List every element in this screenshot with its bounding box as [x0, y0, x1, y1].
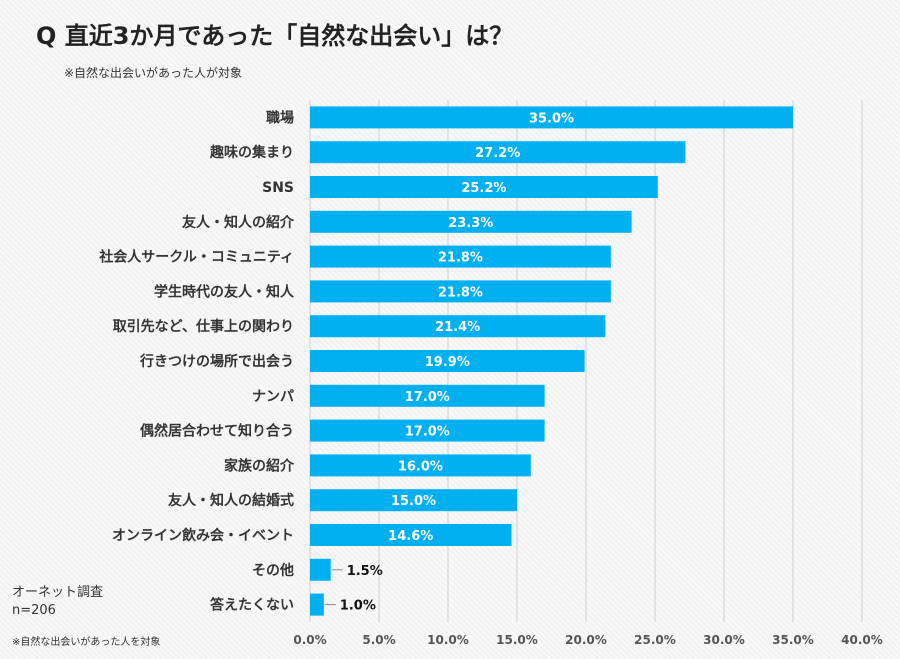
- x-tick-label: 15.0%: [496, 633, 538, 647]
- category-label: ナンパ: [252, 389, 294, 405]
- x-tick-label: 20.0%: [565, 633, 607, 647]
- category-label: 答えたくない: [210, 597, 294, 614]
- x-tick-label: 0.0%: [293, 633, 326, 647]
- x-tick-label: 40.0%: [841, 633, 883, 647]
- data-label: 25.2%: [461, 181, 506, 196]
- category-label: SNS: [262, 180, 294, 196]
- sample-size: n=206: [12, 603, 56, 618]
- bar: [310, 315, 606, 338]
- chart-subtitle: ※自然な出会いがあった人が対象: [64, 66, 243, 80]
- data-label: 21.8%: [438, 251, 483, 266]
- data-label: 1.0%: [340, 599, 376, 614]
- category-label: 行きつけの場所で出会う: [139, 353, 294, 370]
- bar: [310, 210, 632, 233]
- category-label: 友人・知人の紹介: [182, 214, 295, 231]
- bar: [310, 454, 531, 477]
- x-tick-label: 25.0%: [634, 633, 676, 647]
- category-label: 趣味の集まり: [209, 144, 294, 161]
- data-label: 27.2%: [475, 146, 520, 161]
- x-tick-label: 30.0%: [703, 633, 745, 647]
- x-tick-label: 10.0%: [427, 633, 469, 647]
- x-tick-label: 35.0%: [772, 633, 814, 647]
- category-label: 職場: [266, 109, 294, 126]
- bar: [310, 176, 658, 198]
- data-label: 21.8%: [438, 285, 483, 300]
- bar: [310, 524, 512, 546]
- category-label: 取引先など、仕事上の関わり: [113, 318, 294, 335]
- bar: [310, 593, 324, 616]
- category-label: 社会人サークル・コミュニティ: [98, 249, 294, 266]
- data-label: 21.4%: [435, 320, 480, 335]
- bar: [310, 419, 545, 442]
- bar: [310, 280, 611, 303]
- category-label: 家族の紹介: [224, 457, 295, 474]
- bar: [310, 245, 611, 268]
- data-label: 15.0%: [391, 494, 436, 509]
- chart-title: Q 直近3か月であった「自然な出会い」は？: [36, 22, 514, 50]
- bar: [310, 141, 686, 164]
- source-note: オーネット調査 n=206: [12, 584, 103, 620]
- bar: [310, 489, 517, 512]
- category-label: 友人・知人の結婚式: [168, 492, 294, 509]
- category-label: 偶然居合わせて知り合う: [140, 423, 294, 440]
- category-label: オンライン飲み会・イベント: [112, 527, 294, 544]
- data-label: 35.0%: [529, 111, 574, 126]
- data-label: 14.6%: [388, 529, 433, 544]
- footnote: ※自然な出会いがあった人を対象: [12, 637, 161, 648]
- source-name: オーネット調査: [12, 585, 104, 600]
- data-label: 16.0%: [398, 459, 443, 474]
- bar: [310, 106, 793, 129]
- bar: [310, 350, 585, 372]
- data-label: 17.0%: [405, 425, 450, 440]
- bar: [310, 558, 331, 581]
- category-label: その他: [252, 562, 294, 579]
- bar: [310, 384, 545, 407]
- data-label: 17.0%: [405, 390, 450, 405]
- data-label: 19.9%: [425, 355, 470, 370]
- category-label: 学生時代の友人・知人: [154, 283, 295, 300]
- data-label: 23.3%: [448, 216, 493, 231]
- data-label: 1.5%: [347, 564, 383, 579]
- x-tick-label: 5.0%: [362, 633, 395, 647]
